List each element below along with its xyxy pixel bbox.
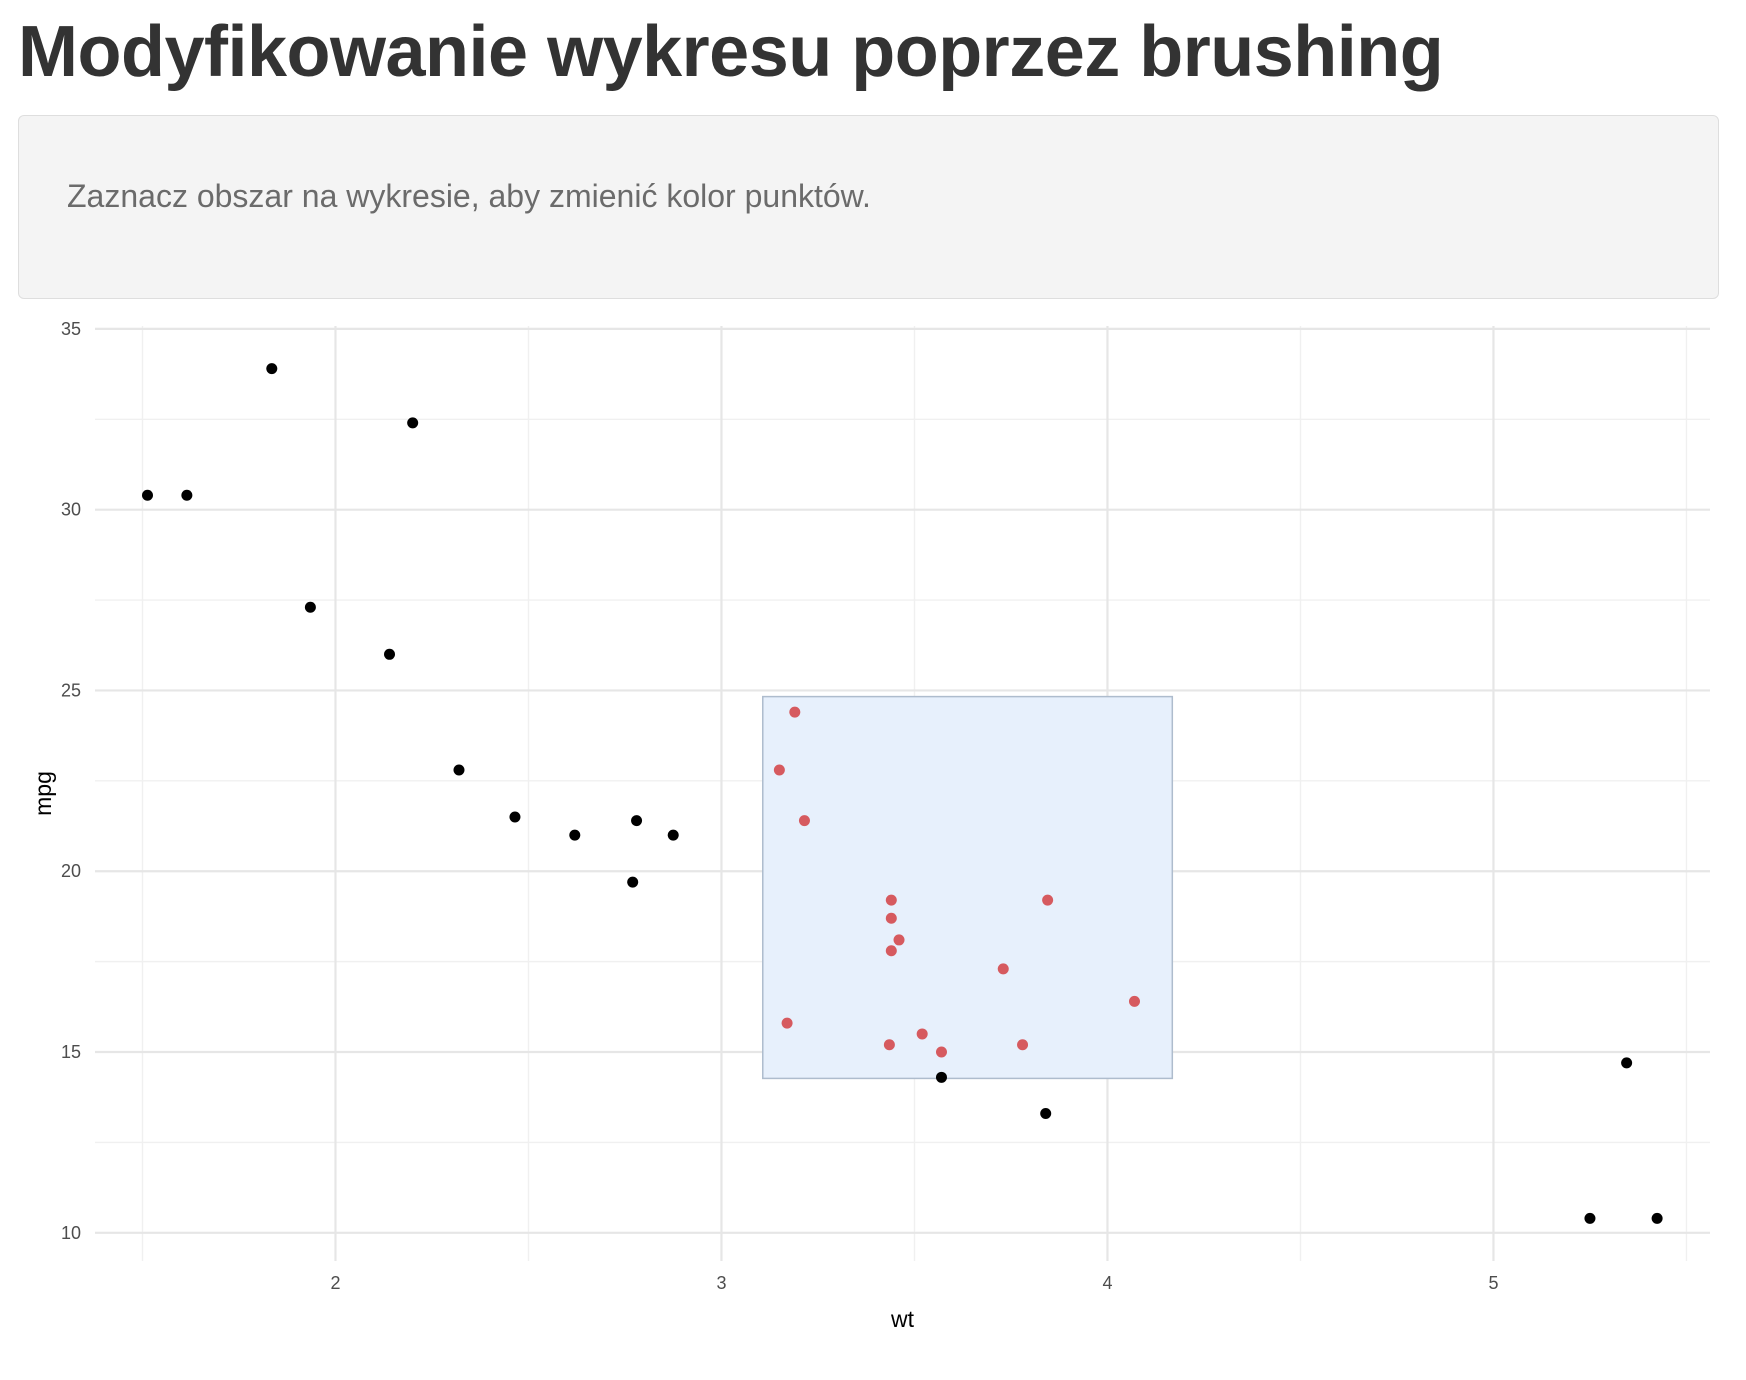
data-point bbox=[453, 764, 465, 776]
data-point bbox=[935, 1071, 947, 1083]
instruction-text: Zaznacz obszar na wykresie, aby zmienić … bbox=[67, 178, 871, 214]
scatter-plot[interactable]: 2 3 4 5 10 15 20 25 30 35 wt mpg bbox=[0, 320, 1746, 1360]
data-point-selected bbox=[885, 912, 897, 924]
data-point-selected bbox=[885, 945, 897, 957]
y-tick-label: 30 bbox=[61, 500, 81, 520]
data-point bbox=[631, 815, 643, 827]
data-point-selected bbox=[773, 764, 785, 776]
data-point bbox=[1040, 1107, 1052, 1119]
data-point-selected bbox=[1128, 995, 1140, 1007]
data-point bbox=[667, 829, 679, 841]
data-point-selected bbox=[789, 706, 801, 718]
data-point bbox=[384, 648, 396, 660]
data-point-selected bbox=[798, 815, 810, 827]
data-point bbox=[181, 489, 193, 501]
y-axis-title: mpg bbox=[30, 771, 56, 816]
brush-layer[interactable] bbox=[762, 695, 1174, 1080]
data-point-selected bbox=[893, 934, 905, 946]
data-point bbox=[1651, 1212, 1663, 1224]
data-point-selected bbox=[1042, 894, 1054, 906]
y-tick-label: 10 bbox=[61, 1223, 81, 1243]
data-point-selected bbox=[885, 894, 897, 906]
x-tick-label: 3 bbox=[716, 1273, 726, 1293]
data-point bbox=[141, 489, 153, 501]
data-point bbox=[407, 417, 419, 429]
axes: 2 3 4 5 10 15 20 25 30 35 wt mpg bbox=[30, 320, 1498, 1332]
y-tick-label: 15 bbox=[61, 1042, 81, 1062]
data-point bbox=[627, 876, 639, 888]
data-point-selected bbox=[883, 1039, 895, 1051]
data-point bbox=[1584, 1212, 1596, 1224]
brush-selection[interactable] bbox=[762, 695, 1174, 1080]
y-tick-label: 25 bbox=[61, 680, 81, 700]
data-point-selected bbox=[935, 1046, 947, 1058]
data-point bbox=[266, 363, 278, 375]
x-tick-label: 5 bbox=[1488, 1273, 1498, 1293]
y-tick-label: 20 bbox=[61, 861, 81, 881]
data-point bbox=[509, 811, 521, 823]
page-title: Modyfikowanie wykresu poprzez brushing bbox=[18, 12, 1444, 92]
data-point bbox=[1621, 1057, 1633, 1069]
data-point-selected bbox=[916, 1028, 928, 1040]
y-tick-label: 35 bbox=[61, 320, 81, 339]
points bbox=[141, 363, 1663, 1224]
x-tick-label: 2 bbox=[330, 1273, 340, 1293]
data-point-selected bbox=[781, 1017, 793, 1029]
data-point bbox=[569, 829, 581, 841]
data-point bbox=[304, 601, 316, 613]
x-tick-label: 4 bbox=[1102, 1273, 1112, 1293]
data-point-selected bbox=[1017, 1039, 1029, 1051]
data-point-selected bbox=[997, 963, 1009, 975]
instruction-panel: Zaznacz obszar na wykresie, aby zmienić … bbox=[18, 115, 1719, 299]
x-axis-title: wt bbox=[890, 1306, 915, 1332]
